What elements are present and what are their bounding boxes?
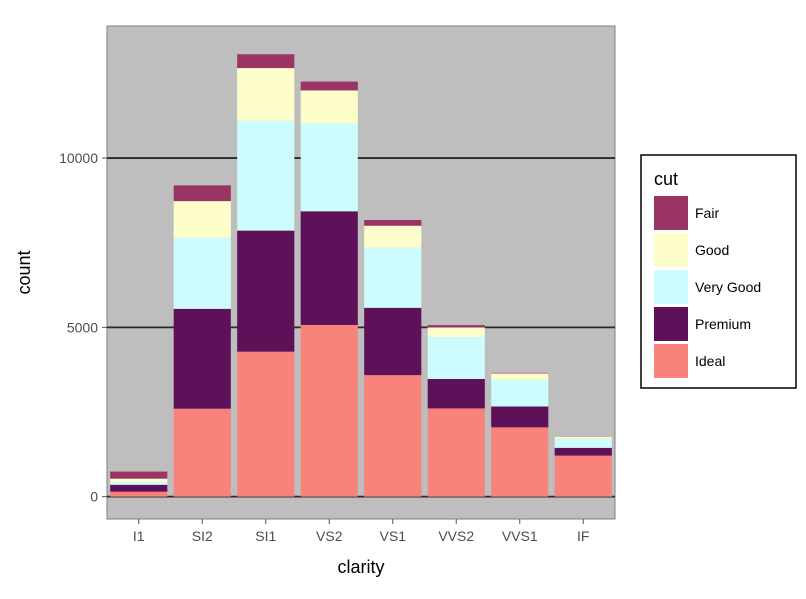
bar-segment-very-good [364, 247, 422, 308]
bar-segment-ideal [491, 427, 549, 497]
legend-swatch-good [654, 233, 688, 267]
x-axis-title: clarity [337, 557, 384, 577]
bar-segment-good [173, 201, 231, 238]
bar-segment-very-good [300, 123, 358, 212]
y-axis-title: count [14, 250, 34, 294]
bar-segment-fair [110, 471, 168, 479]
bar-segment-ideal [300, 324, 358, 497]
bar-segment-fair [364, 219, 422, 226]
bar-segment-ideal [427, 408, 485, 497]
bar-segment-good [427, 327, 485, 338]
x-tick-label: IF [577, 528, 589, 544]
legend: cut Fair Good Very Good Premium Ideal [640, 154, 797, 389]
bar-segment-good [110, 478, 168, 482]
legend-swatch-ideal [654, 344, 688, 378]
bar-segment-good [364, 225, 422, 248]
bar-segment-premium [364, 307, 422, 376]
bar-segment-premium [237, 230, 295, 352]
legend-swatch-very-good [654, 270, 688, 304]
bar-segment-fair [300, 81, 358, 91]
bar-segment-very-good [110, 481, 168, 485]
bar-segment-premium [491, 406, 549, 428]
y-tick-label: 0 [90, 489, 98, 505]
bar-segment-good [237, 68, 295, 121]
x-tick-label: VVS1 [502, 528, 538, 544]
bar-segment-very-good [491, 379, 549, 407]
bar-segment-fair [237, 54, 295, 69]
bar-segment-ideal [110, 491, 168, 497]
legend-label: Good [695, 242, 729, 258]
bar-segment-very-good [554, 438, 612, 448]
x-tick-label: I1 [133, 528, 145, 544]
y-axis: 0 5000 10000 [59, 150, 107, 505]
bar-segment-good [491, 373, 549, 380]
legend-swatch-fair [654, 196, 688, 230]
bar-segment-fair [491, 372, 549, 374]
x-tick-label: VS2 [316, 528, 343, 544]
bar-segment-very-good [427, 337, 485, 379]
y-tick-label: 5000 [67, 319, 98, 335]
x-tick-label: VVS2 [438, 528, 474, 544]
bars-layer [110, 54, 612, 497]
y-tick-label: 10000 [59, 150, 98, 166]
legend-label: Very Good [695, 279, 761, 295]
bar-segment-premium [554, 447, 612, 456]
bar-segment-fair [427, 325, 485, 328]
bar-segment-premium [173, 308, 231, 409]
x-tick-label: VS1 [380, 528, 407, 544]
bar-segment-premium [300, 211, 358, 325]
bar-segment-ideal [237, 351, 295, 497]
x-axis: I1 SI2 SI1 VS2 VS1 VVS2 VVS1 IF [133, 519, 589, 544]
legend-swatch-premium [654, 307, 688, 341]
bar-segment-ideal [364, 375, 422, 497]
bar-segment-premium [427, 378, 485, 409]
bar-segment-fair [173, 185, 231, 202]
bar-segment-good [300, 90, 358, 124]
x-tick-label: SI1 [255, 528, 276, 544]
bar-segment-very-good [237, 120, 295, 231]
legend-title: cut [654, 169, 678, 189]
bar-segment-premium [110, 484, 168, 492]
bar-segment-ideal [173, 408, 231, 497]
legend-label: Fair [695, 205, 719, 221]
legend-label: Premium [695, 316, 751, 332]
bar-segment-very-good [173, 237, 231, 309]
bar-segment-good [554, 436, 612, 439]
legend-label: Ideal [695, 353, 725, 369]
bar-segment-ideal [554, 455, 612, 497]
x-tick-label: SI2 [192, 528, 213, 544]
